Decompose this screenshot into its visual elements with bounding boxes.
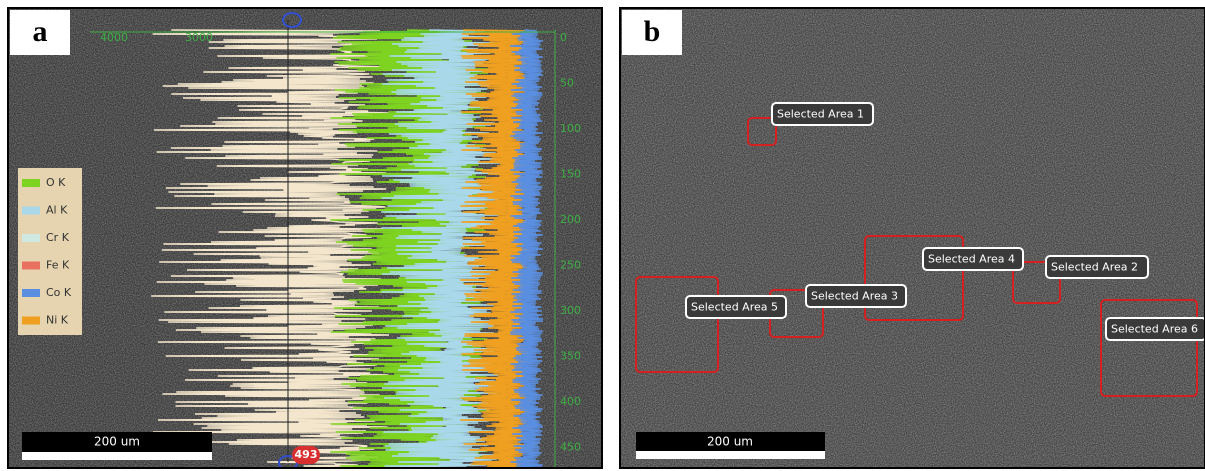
trace: [151, 29, 390, 468]
legend-swatch: [22, 206, 40, 215]
panel-a-border: [7, 7, 603, 469]
area-label: Selected Area 6: [1111, 323, 1198, 336]
area-label-box: [805, 284, 907, 308]
legend-label: O K: [46, 176, 66, 189]
area-label-box: [1045, 255, 1149, 279]
right-axis-label: 250: [560, 259, 581, 272]
legend-swatch: [22, 179, 40, 187]
trace: [381, 29, 501, 468]
legend-swatch: [22, 234, 40, 242]
panel-a: 4000 3000 0 50 100 150 200 250 300 350 400 450 49…: [8, 8, 602, 468]
legend-box: [18, 168, 82, 335]
right-axis-label: 150: [560, 168, 581, 181]
area-label: Selected Area 2: [1051, 261, 1138, 274]
right-axis-label: 450: [560, 441, 581, 454]
panel-b: Selected Area 1 Selected Area 2 Selected A…: [620, 8, 1205, 468]
right-axis-label: 0: [560, 31, 567, 44]
right-axis-label: 400: [560, 395, 581, 408]
area-box: [1012, 261, 1061, 304]
scan-start-marker: [282, 12, 302, 28]
scale-bar-label: 200 um: [94, 435, 140, 449]
sem-texture: [620, 8, 1205, 468]
right-axis-label: 100: [560, 122, 581, 135]
legend-swatch: [22, 289, 40, 297]
area-label-box: [1105, 317, 1205, 341]
legend-label: Co K: [46, 286, 72, 299]
area-labels: Selected Area 1 Selected Area 2 Selected A…: [685, 102, 1205, 341]
panel-label: b: [644, 15, 661, 48]
scale-bar-box: [22, 432, 212, 452]
legend-label: Ni K: [46, 314, 69, 327]
top-axis-label: 3000: [185, 31, 213, 44]
legend-swatch: [22, 261, 40, 270]
area-box: [864, 235, 964, 321]
area-label-box: [922, 247, 1024, 271]
right-axis-labels: 0 50 100 150 200 250 300 350 400 450: [560, 31, 581, 454]
panel-label: a: [33, 15, 48, 48]
panel-label-box: [10, 10, 70, 55]
marker-badge: [292, 446, 320, 464]
scale-bar-box: [636, 432, 825, 451]
legend: O K Al K Cr K Fe K Co K Ni K: [22, 176, 72, 327]
legend-label: Cr K: [46, 231, 70, 244]
area-label-box: [685, 295, 787, 319]
scale-bar-label: 200 um: [707, 435, 753, 449]
right-axis-label: 200: [560, 213, 581, 226]
legend-swatch: [22, 316, 40, 325]
area-label: Selected Area 1: [777, 108, 864, 121]
scale-bar: [636, 451, 825, 459]
panel-b-border: [619, 7, 1205, 469]
legend-label: Fe K: [46, 259, 70, 272]
area-label: Selected Area 5: [691, 301, 778, 314]
legend-label: Al K: [46, 204, 68, 217]
area-box: [747, 117, 777, 146]
right-axis-label: 300: [560, 304, 581, 317]
marker-value: 493: [295, 448, 318, 461]
area-box: [1100, 299, 1198, 397]
top-axis-label: 4000: [100, 31, 128, 44]
area-label: Selected Area 3: [811, 290, 898, 303]
area-label: Selected Area 4: [928, 253, 1015, 266]
panel-label-box: [622, 10, 682, 55]
right-axis-label: 350: [560, 350, 581, 363]
area-box: [635, 276, 719, 373]
scale-bar: [22, 452, 212, 460]
line-scan-traces: [151, 29, 544, 468]
trace: [509, 29, 544, 468]
area-label-box: [771, 102, 874, 126]
right-axis-label: 50: [560, 77, 574, 90]
trace: [460, 29, 536, 468]
